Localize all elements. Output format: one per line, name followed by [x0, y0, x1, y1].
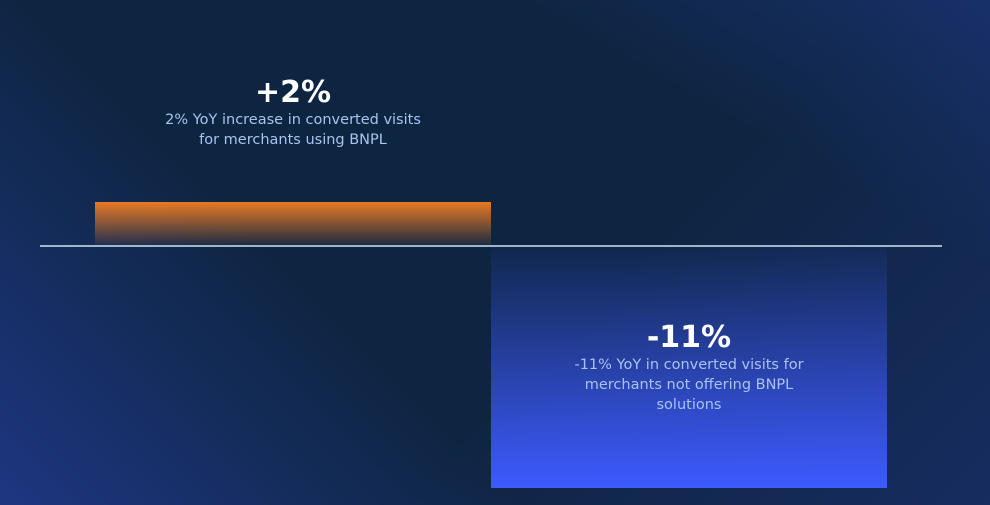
- bar-no-bnpl: [491, 246, 887, 488]
- annotation-negative: -11% YoY in converted visits for merchan…: [574, 357, 804, 413]
- data-label-positive: +2%: [254, 75, 332, 110]
- bar-bnpl: [95, 202, 491, 246]
- no-bnpl-annotation: -11% -11% YoY in converted visits for me…: [559, 321, 819, 415]
- bnpl-annotation: +2% 2% YoY increase in converted visits …: [163, 76, 423, 150]
- data-label-negative: -11%: [646, 320, 732, 355]
- annotation-positive: 2% YoY increase in converted visits for …: [165, 112, 421, 148]
